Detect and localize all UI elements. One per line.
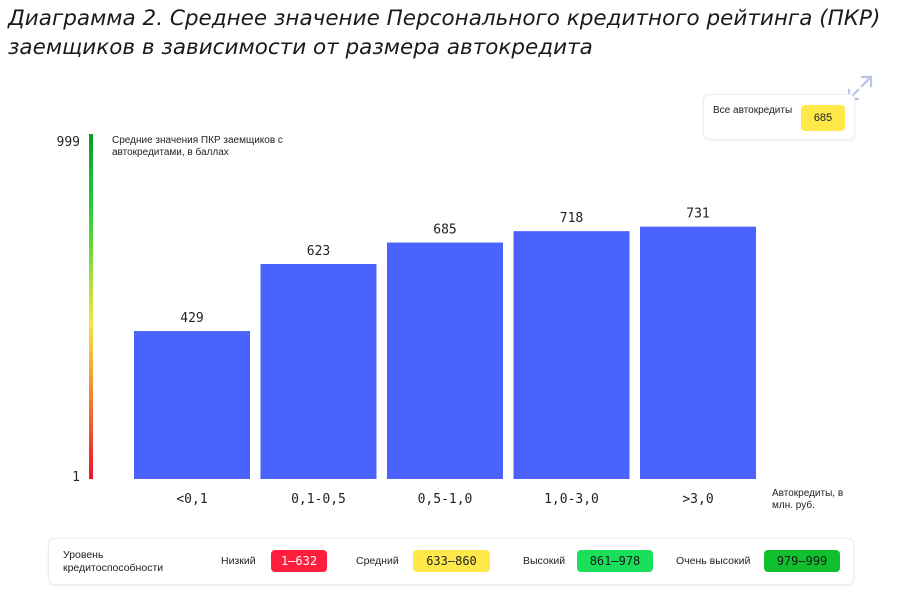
bar <box>134 331 250 479</box>
summary-value-badge: 685 <box>801 105 845 131</box>
legend-item-label: Очень высокий <box>676 555 751 567</box>
summary-label: Все автокредиты <box>713 105 793 116</box>
bar-value-label: 623 <box>307 244 330 259</box>
legend-item-label: Высокий <box>523 555 566 567</box>
legend-range-chip: 633–860 <box>413 550 490 572</box>
legend-range-chip: 1–632 <box>271 550 327 572</box>
bar <box>387 242 503 479</box>
rating-scale-bar <box>89 134 93 479</box>
x-tick-label: 0,5-1,0 <box>418 492 473 507</box>
bar-chart: 999 1 Средние значения ПКР заемщиков с ав… <box>57 134 843 511</box>
x-tick-label: 0,1-0,5 <box>291 492 346 507</box>
all-loans-summary: Все автокредиты 685 <box>703 94 855 140</box>
credit-level-legend: Уровень кредитоспособности Низкий 1–632 Ср… <box>48 538 854 585</box>
bar <box>260 263 377 479</box>
bar <box>640 226 756 479</box>
bar-value-label: 718 <box>560 211 583 226</box>
legend-title: Уровень кредитоспособности <box>63 549 164 574</box>
legend-item-label: Низкий <box>221 555 256 567</box>
legend-range-chip: 861–978 <box>577 550 653 572</box>
legend-range-chip: 979–999 <box>764 550 840 572</box>
bar-value-label: 685 <box>433 223 456 238</box>
x-tick-label: <0,1 <box>176 492 207 507</box>
x-axis-label: Автокредиты, в млн. руб. <box>772 488 843 511</box>
bar-value-label: 731 <box>686 207 709 222</box>
bar-value-label: 429 <box>180 311 203 326</box>
legend-item-label: Средний <box>356 555 399 567</box>
x-tick-label: >3,0 <box>682 492 713 507</box>
chart-title: Диаграмма 2. Среднее значение Персональн… <box>8 6 881 60</box>
y-tick-max: 999 <box>57 135 80 150</box>
y-axis-label: Средние значения ПКР заемщиков с автокред… <box>112 135 283 158</box>
bar <box>513 231 630 479</box>
x-tick-label: 1,0-3,0 <box>544 492 599 507</box>
y-tick-min: 1 <box>72 470 80 485</box>
